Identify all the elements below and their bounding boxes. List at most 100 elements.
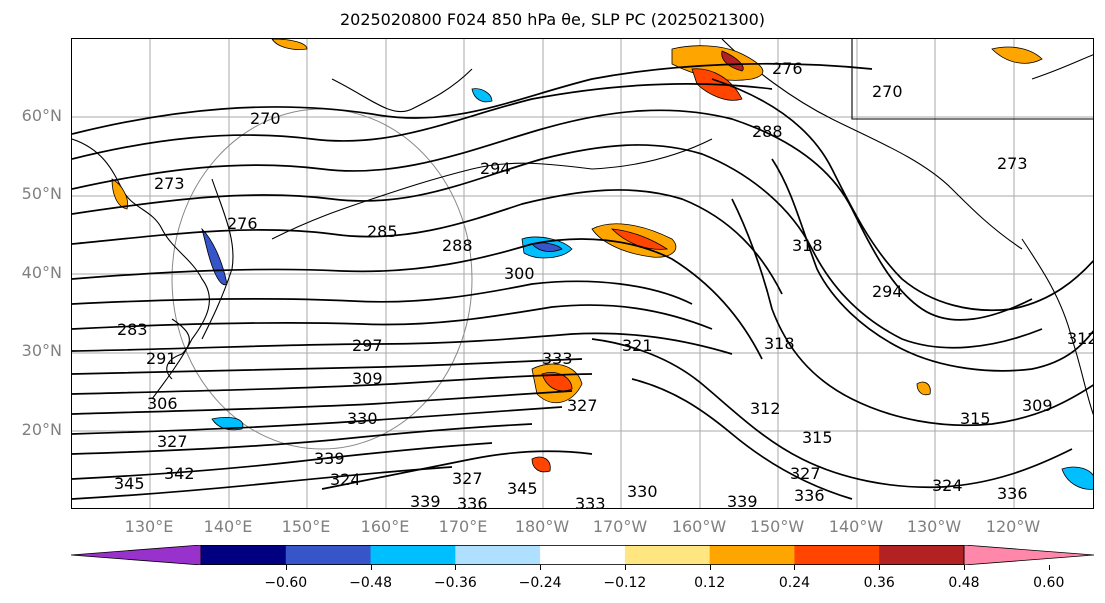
contour-label: 339 — [727, 492, 758, 509]
contour-label: 273 — [997, 154, 1028, 173]
colorbar-tick-label: 0.36 — [863, 575, 895, 591]
shaded-anomalies — [111, 39, 1093, 490]
lon-label-170w: 170°W — [592, 517, 648, 536]
colorbar-segment — [201, 545, 287, 565]
coastlines — [72, 39, 1093, 416]
colorbar-svg — [70, 544, 1095, 566]
colorbar-tick-label: 0.24 — [778, 575, 811, 591]
colorbar-tick-mark — [540, 565, 542, 570]
colorbar-tick-label: 0.48 — [948, 575, 980, 591]
contour-label: 291 — [146, 349, 177, 368]
contour-label: 336 — [997, 484, 1028, 503]
colorbar-extend-low — [70, 544, 202, 566]
contour-label: 283 — [117, 320, 148, 339]
colorbar-extend-high — [963, 544, 1095, 566]
contour-label: 315 — [960, 409, 991, 428]
lon-label-160e: 160°E — [360, 517, 410, 536]
colorbar-segment — [370, 545, 456, 565]
colorbar-outline — [200, 545, 965, 566]
colorbar-segment — [624, 545, 711, 565]
contour-label: 297 — [352, 336, 383, 355]
lon-label-150w: 150°W — [749, 517, 805, 536]
contour-label: 309 — [1022, 396, 1053, 415]
grey-circle — [171, 108, 473, 450]
colorbar-tick-mark — [794, 565, 796, 570]
contour-label: 336 — [457, 494, 488, 509]
map-panel: 270 273 276 285 288 294 276 270 273 288 … — [71, 38, 1094, 509]
contour-label: 315 — [802, 428, 833, 447]
contour-label: 333 — [542, 349, 573, 368]
contour-label-group: 270 273 276 285 288 294 276 270 273 288 … — [114, 59, 1094, 509]
contour-label: 324 — [932, 476, 963, 495]
contour-label: 333 — [575, 494, 606, 509]
contour-label: 327 — [790, 464, 821, 483]
colorbar-tick-mark — [879, 565, 881, 570]
contour-label: 309 — [352, 369, 383, 388]
contour-label: 276 — [227, 214, 258, 233]
colorbar-tick-label: −0.24 — [518, 575, 562, 591]
colorbar-tick-mark — [964, 565, 965, 570]
lat-label-50n: 50°N — [21, 184, 62, 203]
colorbar-segment — [285, 545, 372, 565]
contour-label: 345 — [114, 474, 145, 493]
colorbar-segment — [540, 545, 626, 565]
colorbar-segment — [794, 545, 880, 565]
contour-label: 294 — [872, 282, 903, 301]
lon-label-140w: 140°W — [828, 517, 884, 536]
colorbar-segment — [455, 545, 541, 565]
contour-label: 327 — [452, 469, 483, 488]
lon-label-160w: 160°W — [671, 517, 727, 536]
colorbar-tick-label: −0.12 — [603, 575, 647, 591]
contour-label: 336 — [794, 486, 825, 505]
contour-label: 324 — [330, 470, 361, 489]
contour-label: 273 — [154, 174, 185, 193]
colorbar-segment — [709, 545, 795, 565]
contour-label: 294 — [480, 159, 511, 178]
lon-label-130w: 130°W — [906, 517, 962, 536]
colorbar-tick-mark — [709, 565, 711, 570]
colorbar-tick-label: 0.60 — [1033, 575, 1065, 591]
map-canvas: 270 273 276 285 288 294 276 270 273 288 … — [72, 39, 1094, 509]
contour-label: 318 — [792, 236, 823, 255]
contour-label: 288 — [752, 122, 783, 141]
lon-label-130e: 130°E — [124, 517, 174, 536]
contour-label: 312 — [750, 399, 781, 418]
contour-label: 285 — [367, 222, 398, 241]
colorbar-segment — [879, 545, 965, 565]
lat-label-40n: 40°N — [21, 263, 62, 282]
map-title: 2025020800 F024 850 hPa θe, SLP PC (2025… — [339, 10, 766, 29]
lon-label-180w: 180°W — [514, 517, 570, 536]
contour-label: 270 — [250, 109, 281, 128]
contour-label: 327 — [157, 432, 188, 451]
contour-label: 345 — [507, 479, 538, 498]
contour-label: 306 — [147, 394, 178, 413]
lat-label-30n: 30°N — [21, 341, 62, 360]
lon-label-140e: 140°E — [203, 517, 253, 536]
contour-label: 342 — [164, 464, 195, 483]
contour-label: 330 — [627, 482, 658, 501]
colorbar-tick-label: −0.60 — [264, 575, 308, 591]
colorbar — [70, 544, 1095, 566]
contour-label: 270 — [872, 82, 903, 101]
contour-label: 321 — [622, 336, 653, 355]
contour-label: 339 — [314, 449, 345, 468]
contour-label: 288 — [442, 236, 473, 255]
colorbar-tick-mark — [624, 565, 626, 570]
contour-label: 276 — [772, 59, 803, 78]
contour-label: 312 — [1067, 329, 1094, 348]
lon-label-150e: 150°E — [281, 517, 331, 536]
contour-lines — [72, 62, 1093, 500]
colorbar-tick-mark — [455, 565, 457, 570]
colorbar-tick-mark — [370, 565, 372, 570]
contour-label: 330 — [347, 409, 378, 428]
lon-label-120w: 120°W — [985, 517, 1041, 536]
colorbar-tick-label: −0.36 — [433, 575, 477, 591]
colorbar-tick-mark — [285, 565, 287, 570]
contour-label: 318 — [764, 334, 795, 353]
lat-label-20n: 20°N — [21, 420, 62, 439]
colorbar-tick-mark — [1048, 565, 1050, 570]
colorbar-tick-label: −0.48 — [349, 575, 392, 591]
contour-label: 300 — [504, 264, 535, 283]
colorbar-tick-label: 0.12 — [694, 575, 726, 591]
lon-label-170e: 170°E — [438, 517, 488, 536]
